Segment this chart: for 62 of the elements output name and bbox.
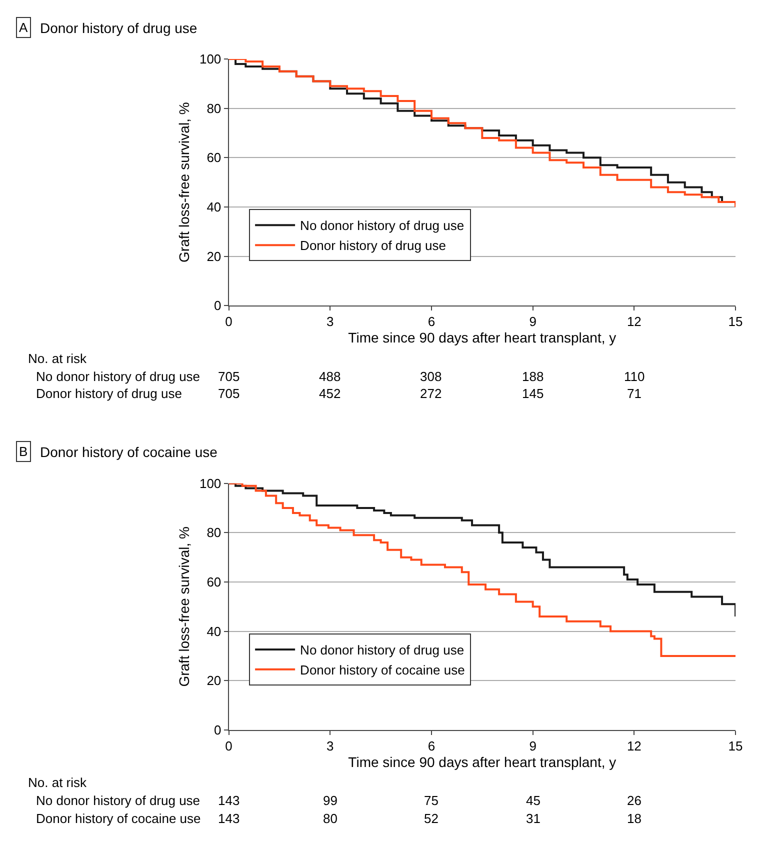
x-tick-label: 0: [225, 314, 232, 330]
y-tick-label: 40: [206, 624, 222, 639]
x-tick-label: 3: [326, 314, 334, 330]
y-tick-label: 60: [206, 150, 222, 166]
text: 52: [424, 811, 438, 826]
x-tick-label: 0: [225, 738, 232, 754]
text: 188: [522, 369, 544, 384]
text: No donor history of drug use: [36, 793, 200, 808]
legend-label: No donor history of drug use: [300, 218, 464, 234]
y-tick-label: 80: [206, 100, 222, 116]
text: No. at risk: [28, 775, 88, 790]
y-tick-label: 100: [199, 52, 222, 67]
x-tick-label: 9: [529, 314, 536, 330]
text: B: [19, 444, 28, 459]
text: 452: [319, 386, 341, 401]
text: 99: [323, 793, 338, 808]
text: 145: [522, 386, 544, 401]
text: 705: [218, 369, 240, 384]
legend-label: Donor history of drug use: [300, 238, 446, 254]
y-tick-label: 80: [206, 525, 222, 540]
text: 18: [627, 811, 642, 826]
y-tick-label: 40: [206, 200, 222, 215]
text: 75: [424, 793, 438, 808]
chart-title: Donor history of drug use: [40, 20, 198, 36]
y-tick-label: 20: [206, 673, 222, 688]
x-tick-label: 9: [529, 738, 536, 754]
text: 80: [323, 811, 338, 826]
y-axis-title: Graft loss-free survival, %: [176, 526, 192, 687]
y-tick-label: 100: [199, 476, 222, 491]
legend-label: No donor history of drug use: [300, 642, 464, 658]
y-tick-label: 0: [214, 298, 222, 314]
x-tick-label: 15: [728, 738, 743, 754]
text: 308: [420, 369, 442, 384]
text: Donor history of drug use: [36, 386, 182, 401]
y-tick-label: 60: [206, 574, 222, 590]
text: A: [19, 20, 28, 35]
legend-label: Donor history of cocaine use: [300, 662, 465, 678]
text: No donor history of drug use: [36, 369, 200, 384]
chart-title: Donor history of cocaine use: [40, 444, 218, 460]
x-tick-label: 12: [626, 738, 642, 754]
text: 488: [319, 369, 341, 384]
x-axis-title: Time since 90 days after heart transplant, y: [348, 329, 616, 346]
text: 143: [218, 811, 240, 826]
text: 71: [627, 386, 642, 401]
x-tick-label: 12: [626, 314, 642, 330]
y-axis-title: Graft loss-free survival, %: [176, 102, 192, 262]
y-tick-label: 0: [214, 722, 222, 738]
text: 45: [526, 793, 540, 808]
text: 110: [624, 369, 645, 384]
x-tick-label: 6: [428, 738, 436, 754]
text: Donor history of cocaine use: [36, 811, 201, 826]
text: 26: [627, 793, 642, 808]
text: No. at risk: [28, 351, 88, 366]
text: 272: [420, 386, 442, 401]
x-axis-title: Time since 90 days after heart transplant, y: [348, 754, 616, 770]
x-tick-label: 3: [326, 738, 334, 754]
text: 31: [526, 811, 540, 826]
x-tick-label: 6: [428, 314, 436, 330]
y-tick-label: 20: [206, 248, 222, 264]
x-tick-label: 15: [728, 314, 743, 330]
text: 143: [218, 793, 240, 808]
text: 705: [218, 386, 240, 401]
